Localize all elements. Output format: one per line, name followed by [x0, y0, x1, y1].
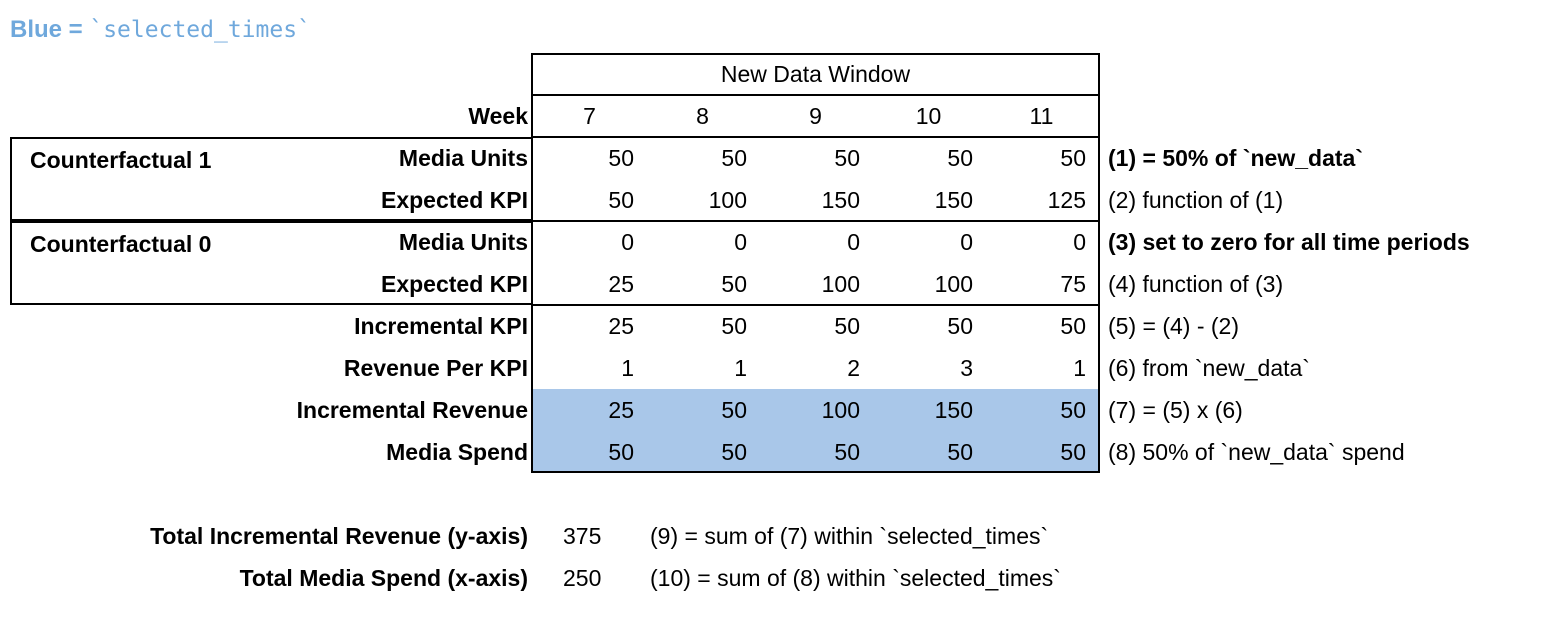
- table-cell: 50: [1060, 439, 1086, 465]
- table-row: 50 50 50 50 50: [533, 431, 1098, 473]
- legend-note: Blue = `selected_times`: [10, 16, 311, 44]
- table-cell: 150: [934, 187, 973, 213]
- week-number: 10: [915, 103, 942, 129]
- grid-line: [531, 220, 1100, 222]
- table-cell: 100: [821, 397, 860, 423]
- row-label: Media Units: [398, 229, 528, 255]
- table-cell: 1: [734, 355, 747, 381]
- table-cell: 50: [608, 187, 634, 213]
- week-number: 9: [809, 103, 822, 129]
- legend-note-prefix: Blue =: [10, 16, 90, 43]
- table-cell: 0: [621, 229, 634, 255]
- legend-note-code: `selected_times`: [89, 17, 311, 43]
- table-cell: 50: [721, 271, 747, 297]
- grid-line: [531, 94, 1100, 96]
- row-label: Incremental KPI: [354, 313, 528, 339]
- table-row: 25 50 100 100 75: [533, 263, 1098, 305]
- table-cell: 1: [1073, 355, 1086, 381]
- table-cell: 50: [947, 145, 973, 171]
- total-annotation: (10) = sum of (8) within `selected_times…: [650, 565, 1061, 591]
- table-cell: 25: [608, 271, 634, 297]
- row-label: Media Units: [398, 145, 528, 171]
- total-annotation: (9) = sum of (7) within `selected_times`: [650, 523, 1049, 549]
- row-annotation: (5) = (4) - (2): [1108, 313, 1239, 339]
- table-row: 25 50 100 150 50: [533, 389, 1098, 431]
- data-table: New Data Window 7 8 9 10 11 50 50 50 50 50 50 100 1…: [531, 53, 1100, 473]
- counterfactual-1-box: Counterfactual 1: [10, 137, 533, 221]
- total-value: 250: [563, 565, 602, 591]
- table-cell: 0: [960, 229, 973, 255]
- week-number: 11: [1029, 103, 1054, 129]
- table-cell: 50: [721, 145, 747, 171]
- table-row: 50 100 150 150 125: [533, 179, 1098, 221]
- table-cell: 0: [734, 229, 747, 255]
- table-cell: 50: [1060, 313, 1086, 339]
- table-cell: 125: [1047, 187, 1086, 213]
- table-cell: 50: [834, 145, 860, 171]
- table-cell: 100: [821, 271, 860, 297]
- table-cell: 0: [847, 229, 860, 255]
- week-row-label: Week: [468, 103, 528, 129]
- week-number: 7: [583, 103, 596, 129]
- row-label: Media Spend: [386, 439, 528, 465]
- table-row: 1 1 2 3 1: [533, 347, 1098, 389]
- table-cell: 50: [721, 313, 747, 339]
- table-cell: 100: [934, 271, 973, 297]
- row-annotation: (2) function of (1): [1108, 187, 1284, 213]
- row-annotation: (7) = (5) x (6): [1108, 397, 1243, 423]
- table-cell: 50: [608, 145, 634, 171]
- table-cell: 50: [834, 439, 860, 465]
- table-cell: 50: [947, 439, 973, 465]
- table-cell: 150: [821, 187, 860, 213]
- table-cell: 25: [608, 313, 634, 339]
- row-annotation: (3) set to zero for all time periods: [1108, 229, 1470, 255]
- grid-line: [531, 136, 1100, 138]
- table-row: 50 50 50 50 50: [533, 137, 1098, 179]
- table-cell: 0: [1073, 229, 1086, 255]
- grid-line: [531, 304, 1100, 306]
- week-header-row: 7 8 9 10 11: [533, 95, 1098, 137]
- table-cell: 25: [608, 397, 634, 423]
- table-cell: 3: [960, 355, 973, 381]
- row-annotation: (8) 50% of `new_data` spend: [1108, 439, 1405, 465]
- row-annotation: (6) from `new_data`: [1108, 355, 1310, 381]
- table-cell: 50: [608, 439, 634, 465]
- table-cell: 50: [1060, 397, 1086, 423]
- row-label: Expected KPI: [381, 271, 528, 297]
- table-cell: 1: [621, 355, 634, 381]
- table-row: 25 50 50 50 50: [533, 305, 1098, 347]
- table-cell: 150: [934, 397, 973, 423]
- row-label: Revenue Per KPI: [343, 355, 528, 381]
- total-label: Total Incremental Revenue (y-axis): [150, 523, 528, 549]
- row-label: Expected KPI: [381, 187, 528, 213]
- total-label: Total Media Spend (x-axis): [239, 565, 528, 591]
- table-cell: 2: [847, 355, 860, 381]
- counterfactual-0-label: Counterfactual 0: [30, 231, 212, 257]
- row-annotation: (1) = 50% of `new_data`: [1108, 145, 1363, 171]
- table-cell: 50: [721, 397, 747, 423]
- table-cell: 100: [708, 187, 747, 213]
- table-row: 0 0 0 0 0: [533, 221, 1098, 263]
- week-number: 8: [696, 103, 709, 129]
- window-header: New Data Window: [720, 61, 911, 87]
- counterfactual-1-label: Counterfactual 1: [30, 147, 212, 173]
- table-cell: 50: [721, 439, 747, 465]
- row-label: Incremental Revenue: [296, 397, 528, 423]
- table-cell: 50: [1060, 145, 1086, 171]
- table-cell: 50: [834, 313, 860, 339]
- table-cell: 50: [947, 313, 973, 339]
- total-value: 375: [563, 523, 602, 549]
- counterfactual-0-box: Counterfactual 0: [10, 221, 533, 305]
- table-cell: 75: [1060, 271, 1086, 297]
- row-annotation: (4) function of (3): [1108, 271, 1284, 297]
